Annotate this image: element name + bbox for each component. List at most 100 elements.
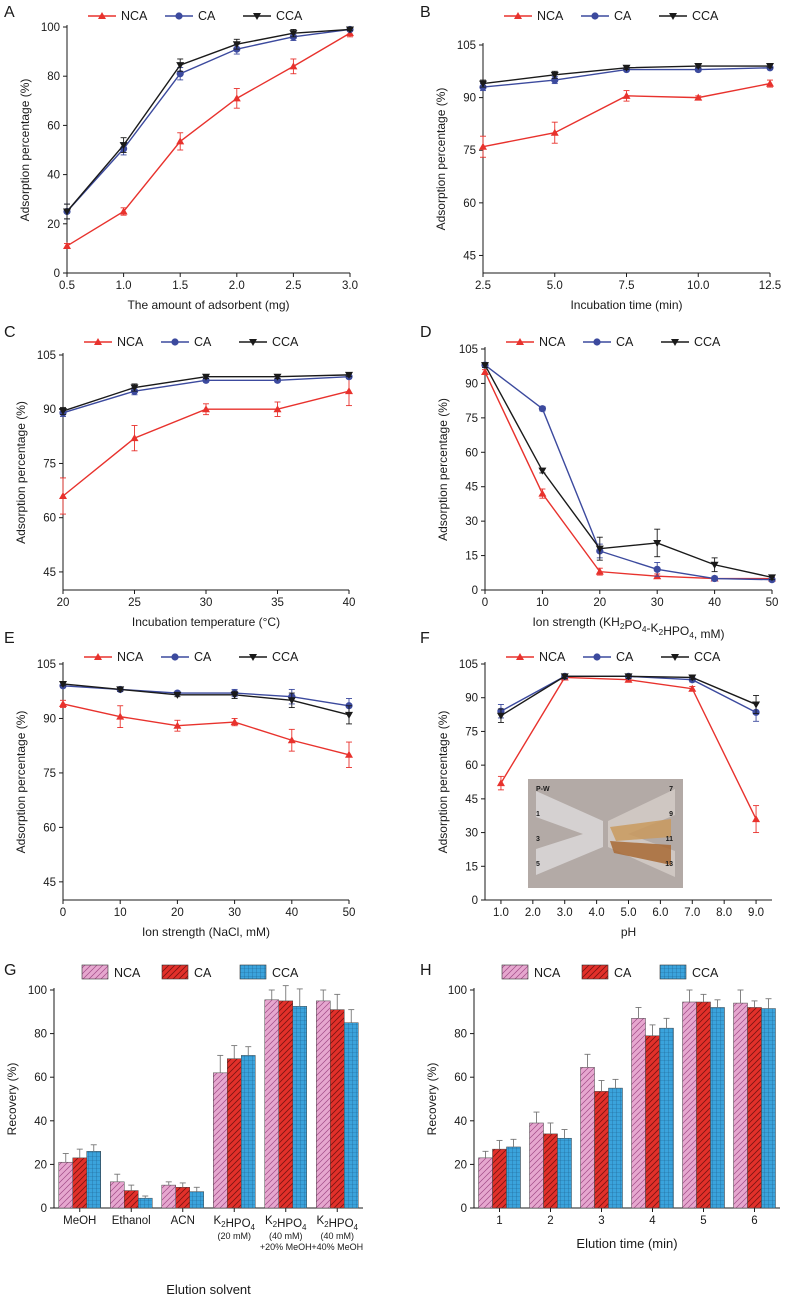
panel-G: G 0 20 40 60 80 100 Recovery (%) NCA CA CCA MeOH Eth… [4,962,363,1297]
bar-cca [557,1137,572,1209]
panel-C: C 45 60 75 90 105 Adsorption percentage (%) NCA… [4,324,355,629]
series-cca [59,371,353,416]
legend-label-cca: CCA [272,335,299,349]
y-tick-label: 100 [28,985,47,997]
data-point-nca [63,241,71,249]
data-point-nca [176,137,185,145]
x-tick-label: 10 [114,907,127,919]
x-tick-label: 0 [60,907,66,919]
legend-marker-ca [591,12,599,20]
panel-letter: E [4,630,15,647]
y-tick-label: 80 [454,1029,467,1041]
data-point-nca [273,405,282,413]
data-point-cca [63,208,71,216]
legend-label-ca: CA [614,9,632,23]
inset-label: 5 [536,861,540,868]
bar-nca [631,1018,646,1209]
legend-label-nca: NCA [539,335,566,349]
series-nca [481,367,776,582]
legend-swatch-nca [81,964,109,980]
data-point-cca [624,673,633,681]
bar-cca [761,1008,776,1209]
x-tick-label: 9.0 [748,907,764,919]
data-point-nca [538,489,547,497]
x-tick-label: 30 [651,597,664,609]
x-tick-label: K2HPO4 [213,1215,255,1232]
legend-marker-ca [171,338,179,346]
data-point-ca [538,405,547,413]
bar-ca [227,1058,242,1209]
legend-swatch-nca [501,964,529,980]
data-point-cca [479,80,487,88]
data-point-ca [653,565,661,573]
data-point-cca [538,467,547,475]
data-point-cca [710,561,719,569]
y-tick-label: 60 [454,1072,467,1084]
y-tick-label: 60 [43,822,56,834]
bar-nca [58,1161,73,1209]
series-nca [479,79,774,158]
legend-label-ca: CA [616,650,634,664]
inset-label: P-W [536,786,550,793]
inset-label: 7 [669,786,673,793]
y-tick-label: 20 [454,1159,467,1171]
legend-marker-cca [253,13,261,20]
x-tick-label: +40% MeOH [311,1242,363,1252]
y-tick-label: 105 [459,659,478,671]
legend-marker-nca [514,12,522,19]
bar-nca [110,1181,125,1209]
data-point-cca [560,673,569,681]
data-point-nca [752,815,761,823]
x-tick-label: 8.0 [716,907,732,919]
data-point-cca [59,408,67,416]
inset-label: 13 [665,861,673,868]
data-point-cca [287,697,296,705]
bar-nca [213,1072,228,1209]
bar-cca [189,1191,204,1209]
x-tick-label: 4 [649,1215,656,1227]
legend-marker-nca [94,338,102,345]
y-tick-label: 60 [47,120,60,132]
data-point-cca [173,691,182,699]
data-point-cca [119,142,128,150]
data-point-cca [694,63,703,71]
x-axis-label: Incubation temperature (°C) [132,615,280,629]
y-tick-label: 40 [454,1116,467,1128]
data-point-nca [481,367,489,375]
panel-letter: C [4,324,16,341]
legend-swatch-cca [659,964,687,980]
panel-A: A 0 20 40 60 80 100 Adsorption percentage (%) NC… [4,4,358,312]
x-tick-label: 1.0 [116,280,132,292]
legend-label-nca: NCA [114,966,141,980]
x-tick-label: MeOH [63,1215,96,1227]
inset-sample-brown [610,841,671,865]
inset-sample-amber [610,819,671,841]
data-point-cca [289,30,298,38]
data-point-nca [287,736,296,744]
y-tick-label: 45 [43,877,56,889]
y-tick-label: 0 [461,1203,467,1215]
bar-cca [292,1006,307,1209]
legend-swatch-ca [581,964,609,980]
data-point-nca [550,128,559,136]
legend-marker-nca [98,12,106,19]
series-line-cca [62,683,350,716]
data-point-cca [346,26,354,34]
legend-label-nca: NCA [534,966,561,980]
x-tick-label: 2.5 [475,280,491,292]
bar-ca [696,1001,711,1209]
data-point-cca [653,539,662,547]
bar-ca [645,1035,660,1209]
y-tick-label: 20 [34,1159,47,1171]
data-point-nca [59,699,67,707]
panel-H: H 0 20 40 60 80 100 Recovery (%) NCA CA CCA 1 2 3 4 5 6 E… [420,962,780,1251]
y-tick-label: 75 [463,145,476,157]
data-point-cca [481,362,489,370]
inset-vials-left [536,791,603,875]
y-tick-label: 90 [43,713,56,725]
data-point-nca [595,567,604,575]
legend-label-nca: NCA [117,650,144,664]
